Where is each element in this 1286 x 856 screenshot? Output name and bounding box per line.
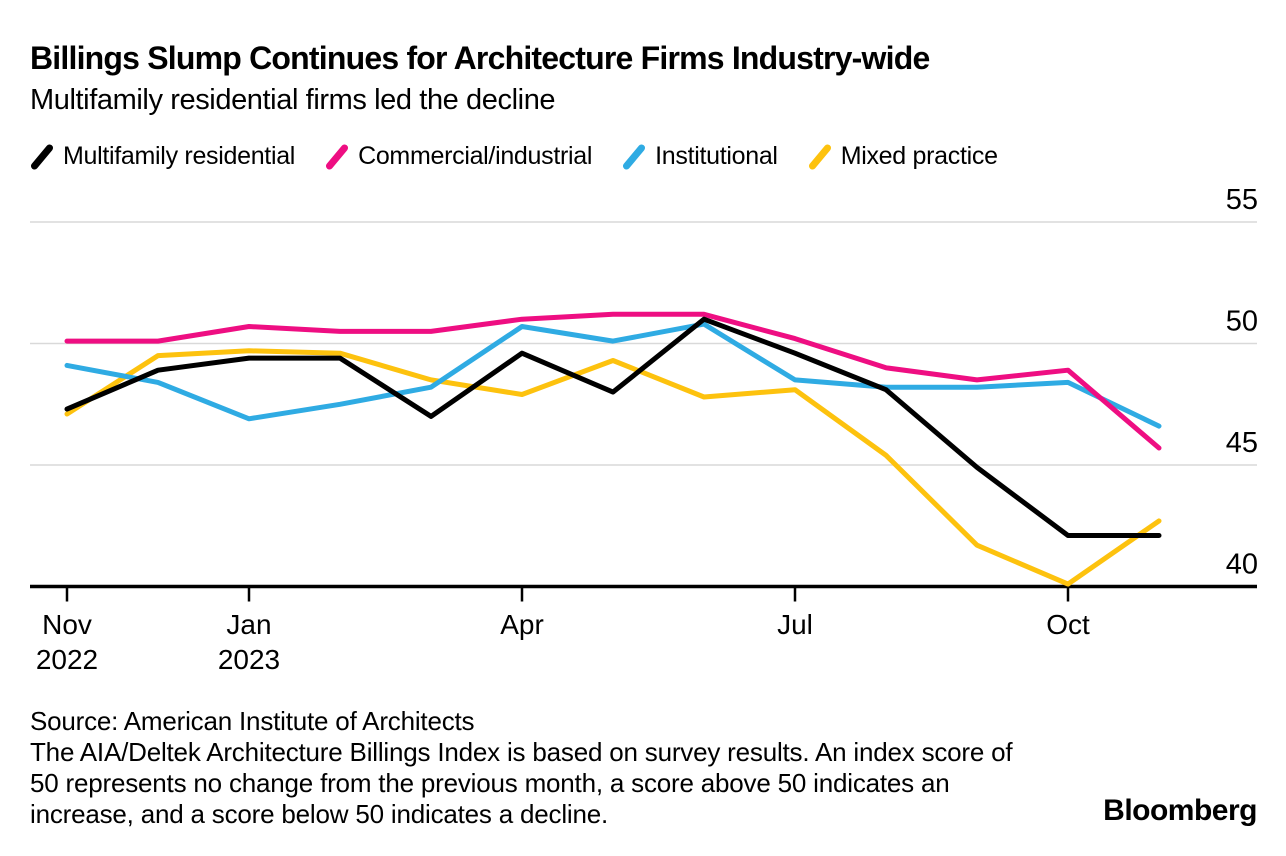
y-axis-label: 55 xyxy=(1226,184,1258,216)
chart-subtitle: Multifamily residential firms led the de… xyxy=(30,84,556,116)
bloomberg-logo: Bloomberg xyxy=(1103,794,1257,827)
legend-slash-stroke xyxy=(31,144,53,169)
y-axis-label: 40 xyxy=(1226,549,1258,581)
legend-slash-icon xyxy=(808,144,831,169)
legend-slash-stroke xyxy=(623,144,646,169)
footer: Source: American Institute of Architects… xyxy=(30,706,1015,830)
series-line-commercial-industrial xyxy=(64,311,1162,451)
legend-slash-icon xyxy=(31,144,53,169)
y-axis-label: 45 xyxy=(1226,427,1258,459)
y-axis-label: 50 xyxy=(1226,306,1258,338)
line-chart: 55 50 45 40 Nov 2022 Jan 2023 Apr Jul Oct xyxy=(30,184,1258,675)
legend-slash-icon xyxy=(623,144,646,169)
footnote-text: The AIA/Deltek Architecture Billings Ind… xyxy=(30,737,1013,829)
legend-slash-stroke xyxy=(808,144,831,169)
legend-item: Commercial/industrial xyxy=(325,142,592,171)
series-line-mixed-practice xyxy=(64,348,1162,587)
x-axis-label: Oct xyxy=(1046,609,1090,640)
x-axis-label: Jul xyxy=(777,609,813,640)
legend-item-label: Institutional xyxy=(655,142,778,170)
x-axis-label: Jan xyxy=(226,609,271,640)
legend-slash-icon xyxy=(326,144,349,169)
legend-item-label: Multifamily residential xyxy=(63,142,296,170)
chart-title: Billings Slump Continues for Architectur… xyxy=(30,40,930,76)
x-axis-year-label: 2022 xyxy=(36,644,98,675)
x-axis-label: Apr xyxy=(500,609,544,640)
source-text: Source: American Institute of Architects xyxy=(30,706,475,736)
x-axis-year-label: 2023 xyxy=(218,644,280,675)
series-line-multifamily-residential xyxy=(64,316,1162,538)
legend-item-label: Commercial/industrial xyxy=(358,142,593,170)
legend-item: Institutional xyxy=(622,142,778,171)
x-axis-label: Nov xyxy=(42,609,92,640)
series-line-institutional xyxy=(64,321,1162,429)
legend-item: Multifamily residential xyxy=(30,142,295,171)
legend-slash-stroke xyxy=(326,144,349,169)
legend-item-label: Mixed practice xyxy=(840,142,998,170)
legend-item: Mixed practice xyxy=(808,142,998,171)
legend: Multifamily residential Commercial/indust… xyxy=(30,142,998,171)
